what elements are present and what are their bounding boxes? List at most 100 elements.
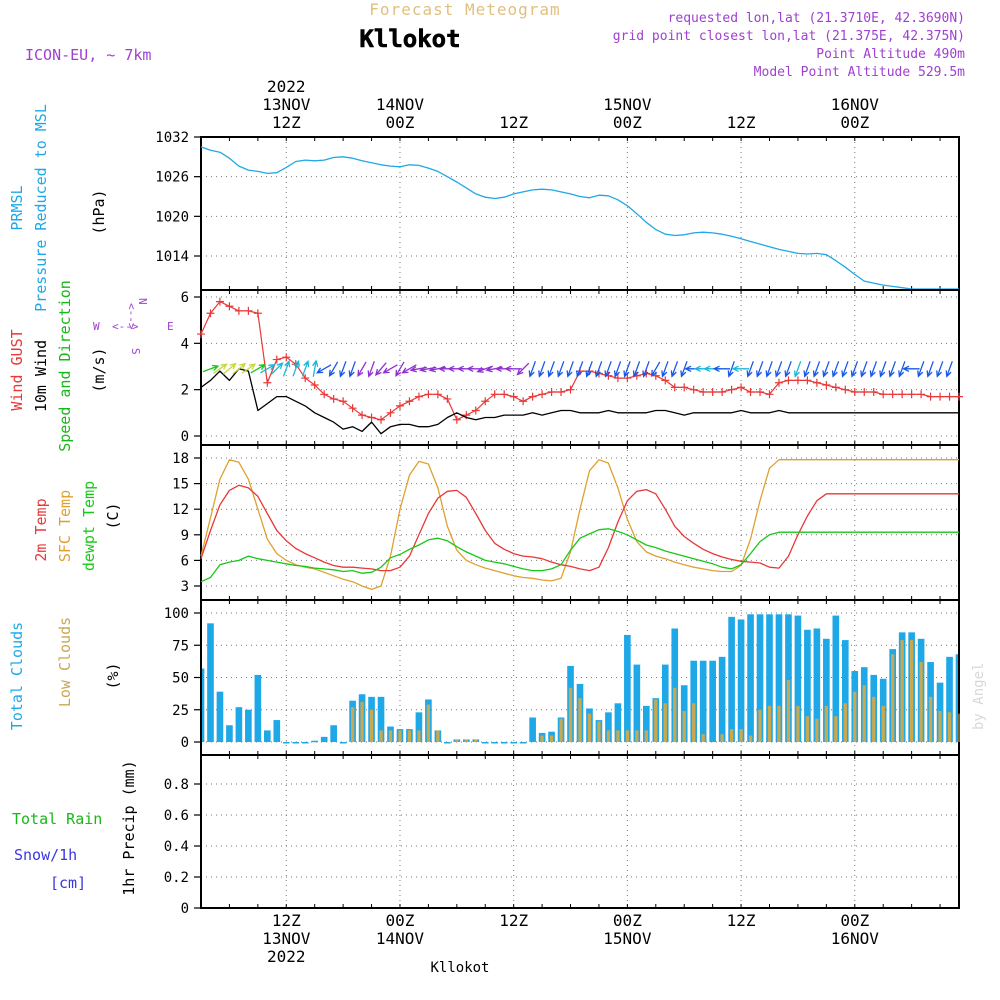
gust-marker [699,387,708,396]
gust-marker [708,387,717,396]
wind-arrow [869,361,878,378]
gust-marker [860,387,869,396]
bar-low-clouds [369,709,374,742]
wind-arrow [260,364,276,374]
gust-marker [774,378,783,387]
gust-marker [206,309,215,318]
wind-arrow [528,361,537,378]
y-tick-label: 0 [181,735,189,751]
wind-arrow [613,361,622,378]
top-time-label: 00Z [840,113,869,132]
bar-low-clouds [919,662,923,742]
label-cm: [cm] [50,874,86,892]
wind-arrow [831,361,840,378]
bar-low-clouds [796,705,800,742]
bar-total-clouds [671,628,679,742]
bar-low-clouds [739,729,743,742]
wind-arrow [328,361,339,377]
wind-arrow [312,359,319,377]
gust-marker [282,353,291,362]
bar-total-clouds [709,660,716,742]
wind-arrow [756,361,764,378]
bar-total-clouds [813,628,821,742]
bar-low-clouds [720,734,724,742]
bar-total-clouds [510,742,517,744]
bottom-time-label: 12Z [499,911,528,930]
bar-low-clouds [597,721,601,742]
gust-marker [718,387,727,396]
y-tick-label: 0.8 [164,777,189,793]
panel-precip: 0 0.2 0.4 0.6 0.8 [164,754,960,917]
gust-marker [784,376,793,385]
gust-marker [869,387,878,396]
gust-marker [358,411,367,420]
gust-marker [765,390,774,399]
wind-arrow [301,359,310,377]
bar-low-clouds [834,716,838,742]
bar-low-clouds [644,730,648,742]
y-tick-label: 1020 [155,209,189,225]
gust-marker [746,387,755,396]
label-hpa: (hPa) [90,189,108,234]
bar-total-clouds [785,614,792,742]
bar-low-clouds [587,713,592,742]
wind-arrow [822,361,830,378]
wind-arrow [774,361,783,378]
y-tick-label: 50 [172,671,189,687]
bar-low-clouds [407,730,412,742]
wind-arrow [367,361,375,378]
compass-w: W [93,320,100,333]
gust-marker [348,404,357,413]
panel-temperature: 3 6 9 12 15 18 [172,444,960,601]
y-tick-label: 0.2 [164,870,189,886]
wind-arrow [485,366,503,373]
gust-marker [917,390,926,399]
bar-total-clouds [207,623,214,742]
model-label: ICON-EU, ~ 7km [25,46,151,64]
bar-total-clouds [529,717,536,742]
footer-location: Kllokot [430,960,489,976]
gust-marker [793,376,802,385]
series-gust [200,301,959,421]
info-line-2: grid point closest lon,lat (21.375E, 42.… [613,29,965,44]
bar-low-clouds [426,704,431,742]
bar-total-clouds [718,656,726,742]
wind-arrow [860,361,868,378]
bar-total-clouds [955,654,958,742]
label-snow: Snow/1h [14,846,77,864]
y-tick-label: 15 [172,477,189,493]
bar-low-clouds [786,680,791,742]
top-time-label: 12Z [727,113,756,132]
gust-marker [272,355,281,364]
gust-marker [215,297,224,306]
compass-s: S [129,348,142,355]
bar-total-clouds [273,720,281,742]
wind-arrow [812,361,821,378]
bar-low-clouds [578,698,582,742]
gust-marker [509,392,518,401]
top-time-label: 00Z [386,113,415,132]
wind-arrow [642,361,650,378]
y-tick-label: 3 [181,579,189,595]
gust-marker [680,383,689,392]
wind-compass: N S W E <--> <--> [93,298,174,355]
gust-marker [234,306,243,315]
gust-marker [310,381,319,390]
wind-arrow [547,361,555,378]
gust-marker [955,392,963,401]
wind-arrow [282,359,291,377]
gust-marker [424,390,433,399]
bar-total-clouds [728,616,735,742]
bar-low-clouds [701,734,705,742]
label-c: (C) [104,502,122,529]
bar-low-clouds [777,705,781,742]
bar-low-clouds [350,707,355,742]
bar-total-clouds [841,640,849,742]
bottom-time-label: 14NOV [376,929,425,948]
bar-total-clouds [832,615,840,742]
bar-low-clouds [464,739,468,742]
bar-total-clouds [282,742,290,744]
wind-arrow [213,363,228,374]
y-tick-label: 25 [172,703,189,719]
gust-marker [898,390,907,399]
